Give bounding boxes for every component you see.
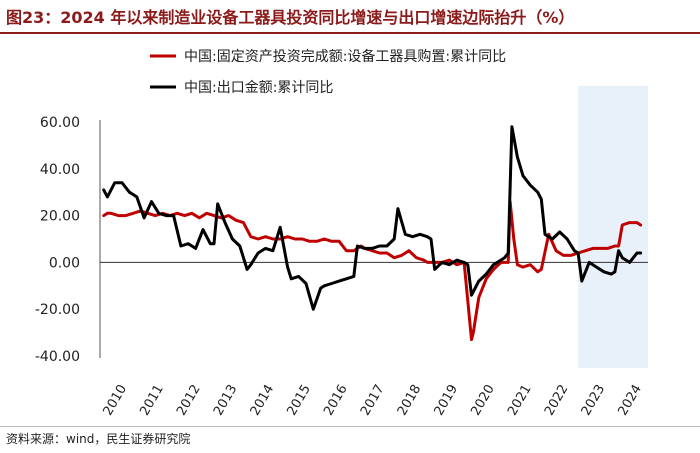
x-tick-label: 2023: [579, 382, 609, 418]
series-line-1: [102, 200, 643, 342]
x-tick-label: 2013: [211, 382, 241, 418]
y-tick-label: 60.00: [40, 115, 80, 131]
x-tick-label: 2018: [395, 382, 425, 418]
x-tick-label: 2010: [101, 382, 131, 418]
y-tick-label: -40.00: [35, 349, 80, 365]
x-tick-label: 2012: [174, 382, 204, 418]
x-tick-label: 2020: [468, 382, 498, 418]
legend-label-2: 中国:出口金额:累计同比: [184, 80, 333, 96]
chart-title: 图23：2024 年以来制造业设备工器具投资同比增速与出口增速边际抬升（%）: [6, 8, 575, 27]
y-tick-label: 20.00: [40, 209, 80, 225]
legend-label-1: 中国:固定资产投资完成额:设备工器具购置:累计同比: [184, 48, 506, 65]
x-tick-label: 2017: [358, 382, 388, 418]
x-tick-label: 2015: [284, 382, 314, 418]
x-tick-label: 2024: [615, 382, 645, 418]
x-tick-label: 2021: [505, 382, 535, 418]
x-tick-label: 2019: [432, 382, 462, 418]
source-divider: [0, 426, 700, 427]
y-tick-label: 40.00: [40, 162, 80, 178]
x-tick-label: 2014: [248, 382, 278, 418]
x-tick-label: 2011: [137, 382, 167, 418]
x-tick-label: 2022: [542, 382, 572, 418]
highlight-band: [578, 86, 648, 368]
series-line-2: [102, 125, 643, 311]
title-divider: [0, 32, 700, 34]
y-tick-label: 0.00: [49, 255, 80, 271]
source-note: 资料来源：wind，民生证券研究院: [6, 432, 191, 446]
x-tick-label: 2016: [321, 382, 351, 418]
y-tick-label: -20.00: [35, 302, 80, 318]
